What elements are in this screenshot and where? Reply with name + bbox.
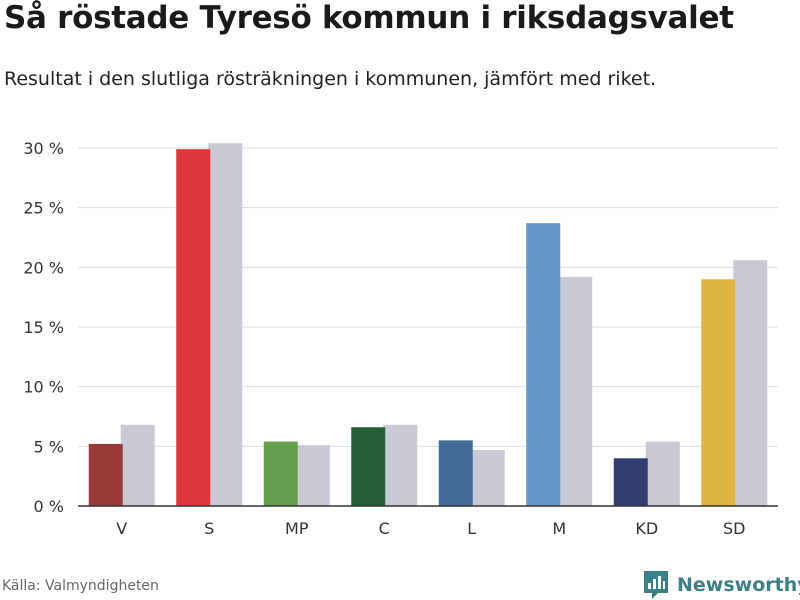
bars [88,143,768,506]
x-tick-label: V [116,519,127,538]
bar-riket-c [383,424,418,506]
y-tick-label: 0 % [34,497,64,516]
x-tick-label: SD [723,519,745,538]
x-tick-label: M [552,519,566,538]
x-tick-label: L [467,519,476,538]
bar-tyreso-m [526,223,561,506]
x-tick-label: KD [635,519,658,538]
y-tick-label: 5 % [34,437,64,456]
bar-tyreso-mp [263,441,298,506]
x-tick-label: C [379,519,390,538]
bar-riket-v [120,424,155,506]
bar-tyreso-v [88,443,123,506]
chart-subtitle: Resultat i den slutliga rösträkningen i … [4,68,657,90]
bar-tyreso-c [351,427,386,506]
bar-riket-m [558,276,593,506]
brand-logo[interactable]: Newsworthy [643,570,800,600]
bar-tyreso-s [176,149,211,506]
bar-riket-l [470,449,505,506]
bar-riket-sd [733,260,768,506]
y-tick-label: 10 % [23,378,64,397]
chart-title: Så röstade Tyresö kommun i riksdagsvalet [4,0,734,36]
y-tick-label: 25 % [23,199,64,218]
y-tick-label: 20 % [23,258,64,277]
bar-tyreso-sd [701,279,736,506]
source-note: Källa: Valmyndigheten [2,578,159,594]
x-axis-tick-labels: V S MP C L M KD SD [116,519,745,538]
y-axis-tick-labels: 0 % 5 % 10 % 15 % 20 % 25 % 30 % [23,139,64,516]
x-tick-label: MP [285,519,309,538]
bar-riket-mp [295,445,330,506]
bar-tyreso-kd [613,458,648,506]
y-tick-label: 30 % [23,139,64,158]
brand-name: Newsworthy [677,574,800,596]
bar-riket-s [208,143,243,506]
newsworthy-logo-icon [644,571,668,599]
x-tick-label: S [204,519,214,538]
bar-tyreso-l [438,440,473,506]
bar-chart: 0 % 5 % 10 % 15 % 20 % 25 % 30 % V S MP C L M KD SD [23,139,778,538]
bar-riket-kd [645,441,680,506]
y-tick-label: 15 % [23,318,64,337]
